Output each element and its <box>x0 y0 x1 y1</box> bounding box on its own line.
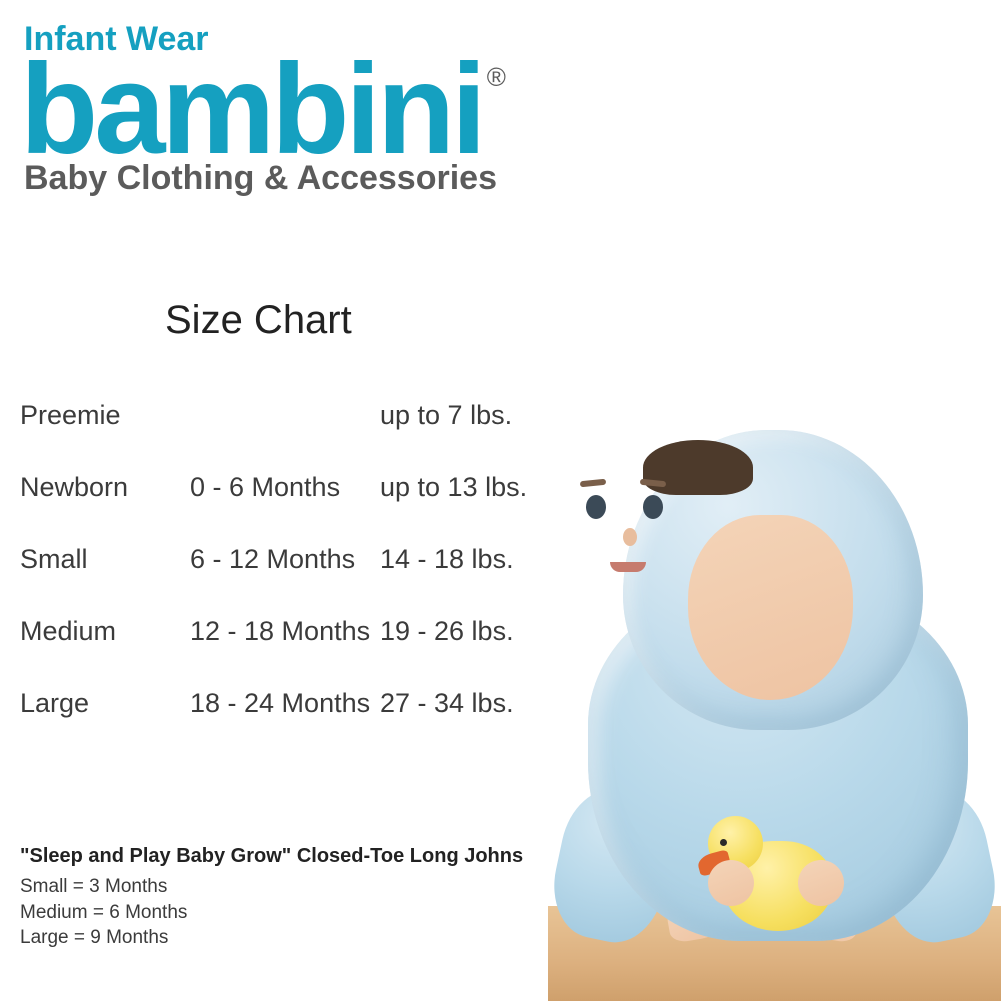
size-chart-table: Preemie up to 7 lbs. Newborn 0 - 6 Month… <box>20 400 600 760</box>
size-chart-page: Infant Wear bambini ® Baby Clothing & Ac… <box>0 0 1001 1001</box>
footnote-line-0: Small = 3 Months <box>20 874 580 900</box>
rubber-duck-eye <box>720 839 727 846</box>
age-label-3: 12 - 18 Months <box>190 616 380 647</box>
footnote-line-2: Large = 9 Months <box>20 925 580 951</box>
baby-product-photo <box>548 420 1001 1001</box>
footnote-line-1: Medium = 6 Months <box>20 900 580 926</box>
table-row: Small 6 - 12 Months 14 - 18 lbs. <box>20 544 600 616</box>
baby-eye-left <box>586 495 606 519</box>
baby-face <box>688 515 853 700</box>
brand-name: bambini <box>20 56 483 165</box>
baby-hand-left <box>708 860 754 906</box>
footnote-block: "Sleep and Play Baby Grow" Closed-Toe Lo… <box>20 845 580 951</box>
table-row: Large 18 - 24 Months 27 - 34 lbs. <box>20 688 600 760</box>
size-label-3: Medium <box>20 616 190 647</box>
size-label-0: Preemie <box>20 400 190 431</box>
baby-eyebrow-left <box>580 479 606 488</box>
age-label-1: 0 - 6 Months <box>190 472 380 503</box>
size-label-4: Large <box>20 688 190 719</box>
table-row: Newborn 0 - 6 Months up to 13 lbs. <box>20 472 600 544</box>
brand-header: Infant Wear bambini ® Baby Clothing & Ac… <box>20 22 720 198</box>
footnote-title: "Sleep and Play Baby Grow" Closed-Toe Lo… <box>20 845 580 868</box>
size-label-1: Newborn <box>20 472 190 503</box>
baby-eye-right <box>643 495 663 519</box>
size-chart-title: Size Chart <box>165 298 352 343</box>
table-row: Preemie up to 7 lbs. <box>20 400 600 472</box>
size-label-2: Small <box>20 544 190 575</box>
age-label-2: 6 - 12 Months <box>190 544 380 575</box>
baby-mouth <box>610 562 646 572</box>
baby-nose <box>623 528 637 546</box>
brand-name-row: bambini ® <box>20 56 720 165</box>
baby-hand-right <box>798 860 844 906</box>
table-row: Medium 12 - 18 Months 19 - 26 lbs. <box>20 616 600 688</box>
registered-trademark-icon: ® <box>487 62 506 93</box>
age-label-4: 18 - 24 Months <box>190 688 380 719</box>
footnote-lines: Small = 3 Months Medium = 6 Months Large… <box>20 874 580 951</box>
